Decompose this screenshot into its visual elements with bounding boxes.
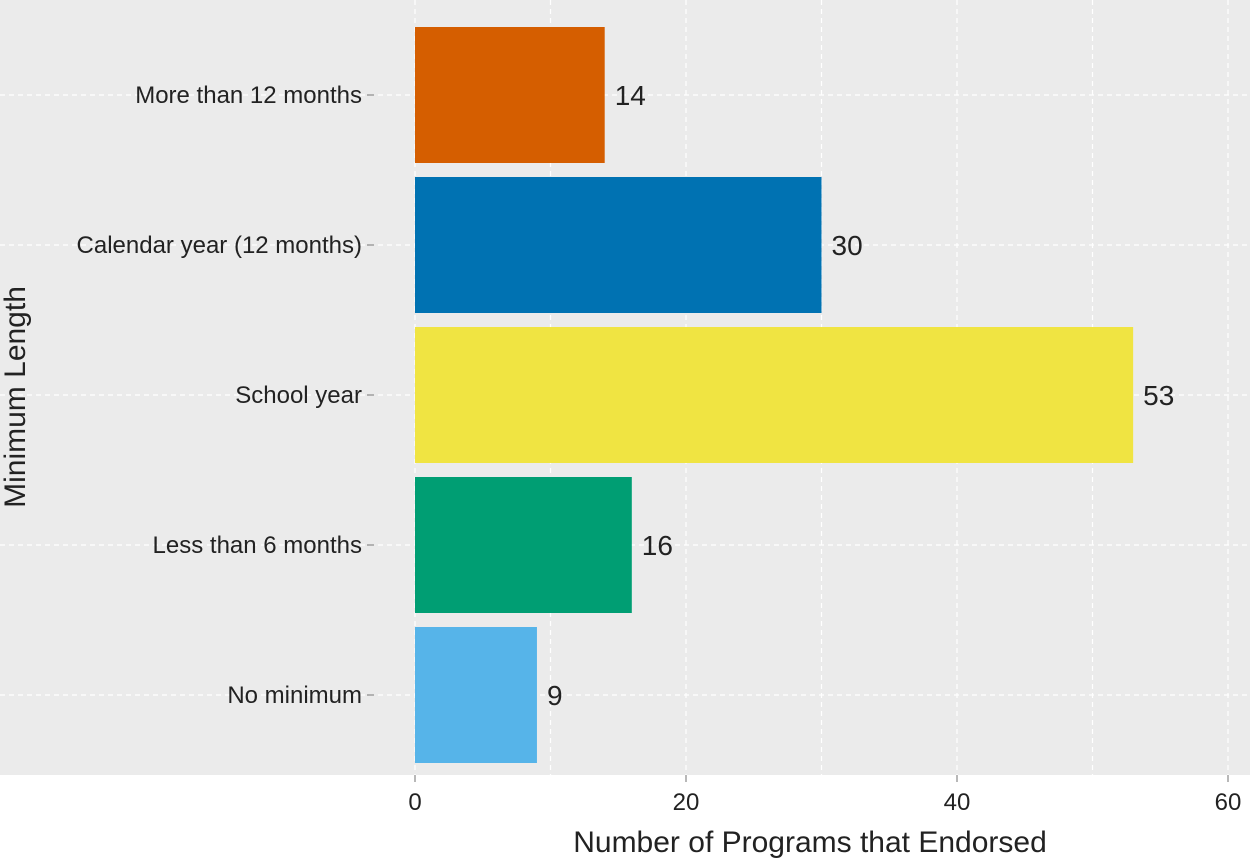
bar-value-label: 53 — [1143, 380, 1174, 411]
y-axis-ticks: No minimum Less than 6 months School year C… — [77, 82, 374, 709]
x-axis-ticks: 0 20 40 60 — [408, 775, 1241, 816]
bar — [415, 27, 605, 163]
x-tick-label: 40 — [944, 789, 971, 816]
bar-value-label: 16 — [642, 530, 673, 561]
x-axis-title: Number of Programs that Endorsed — [573, 826, 1047, 859]
x-tick-label: 0 — [408, 789, 421, 816]
bars — [415, 27, 1134, 763]
bar — [415, 327, 1134, 463]
bar-value-label: 30 — [832, 230, 863, 261]
bar — [415, 477, 632, 613]
y-tick-label: School year — [235, 382, 362, 409]
y-tick-label: Less than 6 months — [153, 532, 362, 559]
y-tick-label: Calendar year (12 months) — [77, 232, 362, 259]
bar — [415, 627, 537, 763]
y-tick-label: More than 12 months — [135, 82, 362, 109]
y-axis-title: Minimum Length — [0, 286, 32, 508]
x-tick-label: 60 — [1215, 789, 1242, 816]
bar-value-label: 14 — [615, 80, 646, 111]
bar — [415, 177, 822, 313]
x-tick-label: 20 — [673, 789, 700, 816]
data-labels: 9 16 53 30 14 — [547, 80, 1174, 711]
y-tick-label: No minimum — [227, 682, 362, 709]
bar-value-label: 9 — [547, 680, 563, 711]
